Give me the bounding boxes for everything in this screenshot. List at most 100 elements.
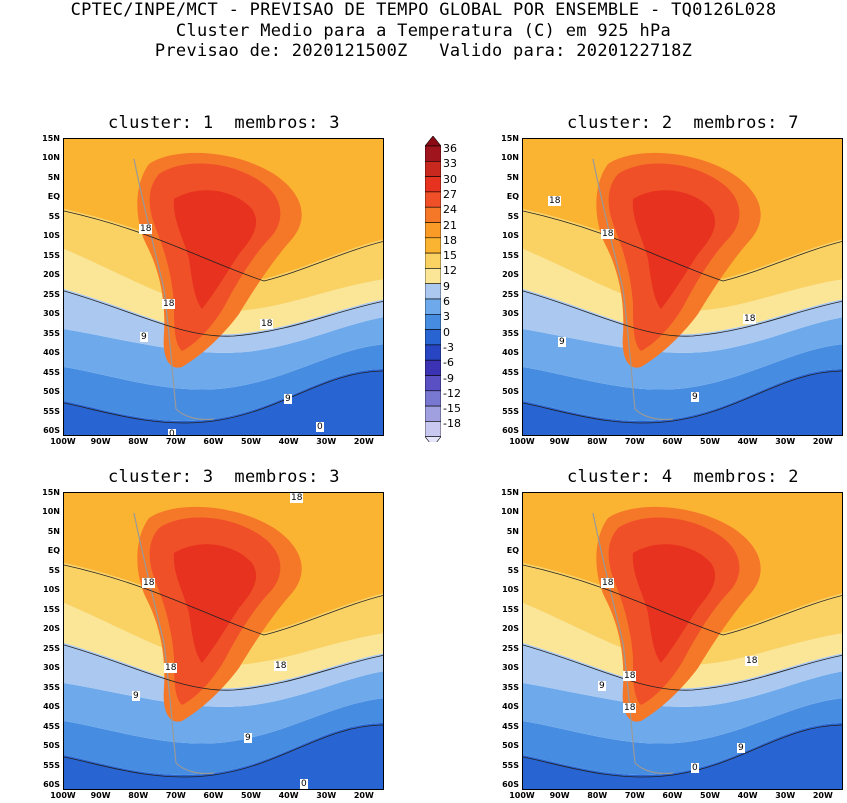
latitude-tick: 30S <box>43 309 60 319</box>
legend-swatch <box>425 344 441 361</box>
contour-line <box>523 724 842 778</box>
legend-level: 30 <box>443 172 457 186</box>
warm-region-30 <box>173 190 257 309</box>
legend-swatch <box>425 390 441 407</box>
longitude-tick: 30W <box>775 791 796 800</box>
latitude-tick: 5S <box>48 565 60 575</box>
longitude-tick: 70W <box>624 791 645 800</box>
contour-label: 18 <box>260 319 274 329</box>
longitude-tick: 30W <box>316 791 337 800</box>
longitude-tick: 60W <box>662 791 683 800</box>
temperature-band <box>523 603 842 689</box>
latitude-tick: 25S <box>502 643 519 653</box>
longitude-tick: 90W <box>549 437 570 446</box>
legend-swatch <box>425 359 441 376</box>
contour-label: 18 <box>745 656 759 666</box>
contour-label: 18 <box>164 663 178 673</box>
panel-title-1: cluster: 1 membros: 3 <box>108 113 340 133</box>
panel-title-2: cluster: 2 membros: 7 <box>567 113 799 133</box>
latitude-tick: 15S <box>43 604 60 614</box>
longitude-tick: 20W <box>353 791 374 800</box>
longitude-tick: 70W <box>624 437 645 446</box>
legend-level: 36 <box>443 142 457 155</box>
contour-label: 18 <box>274 661 288 671</box>
legend-level: 33 <box>443 157 457 171</box>
latitude-tick: 40S <box>502 348 519 358</box>
temperature-band <box>64 671 383 744</box>
latitude-tick: 55S <box>43 406 60 416</box>
cluster-map-2: 18 18 18 9 9 <box>522 138 843 436</box>
cluster-map-4: 18 18 18 18 9 9 0 <box>522 492 843 790</box>
legend-swatch <box>425 375 441 392</box>
latitude-tick: 20S <box>43 624 60 634</box>
latitude-tick: 25S <box>43 289 60 299</box>
warm-region-30 <box>632 190 716 309</box>
latitude-tick: 15N <box>501 134 519 143</box>
longitude-tick: 80W <box>587 791 608 800</box>
longitude-tick: 90W <box>549 791 570 800</box>
latitude-tick: 55S <box>502 760 519 770</box>
latitude-tick: 55S <box>502 406 519 416</box>
color-legend <box>425 136 441 442</box>
contour-label: 18 <box>290 493 304 503</box>
longitude-tick: 50W <box>700 437 720 446</box>
coastline <box>133 512 215 775</box>
contour-label: 18 <box>142 578 156 588</box>
map-title: CPTEC/INPE/MCT - PREVISAO DE TEMPO GLOBA… <box>70 0 777 20</box>
temperature-band <box>64 723 383 789</box>
latitude-tick: 25S <box>43 643 60 653</box>
contour-label: 0 <box>691 763 699 773</box>
contour-label: 18 <box>601 578 615 588</box>
contour-label: 9 <box>244 733 252 743</box>
legend-swatch <box>425 252 441 269</box>
contour-line <box>523 644 842 691</box>
temperature-band <box>523 344 842 421</box>
legend-swatch <box>425 145 441 162</box>
warm-region-30 <box>632 544 716 663</box>
longitude-tick: 70W <box>165 791 186 800</box>
longitude-tick: 40W <box>737 791 758 800</box>
longitude-tick: 30W <box>775 437 796 446</box>
legend-level: 12 <box>443 264 457 278</box>
contour-line <box>64 290 383 337</box>
latitude-tick: 50S <box>43 387 60 397</box>
longitude-tick: 70W <box>165 437 186 446</box>
legend-swatch <box>425 268 441 284</box>
coastline <box>133 158 215 421</box>
longitude-tick: 100W <box>509 791 535 800</box>
legend-swatch <box>425 298 441 315</box>
contour-label: 0 <box>168 429 176 435</box>
longitude-tick: 60W <box>203 791 224 800</box>
longitude-tick: 20W <box>812 791 833 800</box>
temperature-band <box>523 698 842 775</box>
contour-label: 9 <box>558 337 566 347</box>
latitude-tick: 15S <box>502 250 519 260</box>
contour-line <box>523 370 842 424</box>
longitude-tick: 40W <box>278 791 299 800</box>
legend-level: 27 <box>443 187 457 201</box>
temperature-band <box>64 317 383 390</box>
latitude-tick: 40S <box>43 702 60 712</box>
longitude-tick: 20W <box>812 437 833 446</box>
map-subtitle: Cluster Medio para a Temperatura (C) em … <box>175 21 672 41</box>
legend-swatch <box>425 421 441 437</box>
latitude-tick: 25S <box>502 289 519 299</box>
latitude-tick: 35S <box>502 328 519 338</box>
latitude-tick: 40S <box>502 702 519 712</box>
contour-line <box>64 644 383 691</box>
legend-swatch <box>425 405 441 422</box>
contour-label: 9 <box>140 332 148 342</box>
latitude-tick: 50S <box>502 741 519 751</box>
latitude-tick: 10N <box>501 507 519 517</box>
latitude-tick: 15N <box>42 488 60 497</box>
legend-swatch <box>425 222 441 239</box>
latitude-tick: 5N <box>506 526 519 536</box>
legend-level: -3 <box>443 340 454 354</box>
latitude-tick: EQ <box>506 546 519 556</box>
latitude-tick: 5S <box>507 211 519 221</box>
latitude-tick: 35S <box>43 328 60 338</box>
legend-level: 3 <box>443 310 450 324</box>
longitude-tick: 40W <box>737 437 758 446</box>
contour-line <box>64 370 383 424</box>
latitude-tick: 5N <box>47 526 60 536</box>
